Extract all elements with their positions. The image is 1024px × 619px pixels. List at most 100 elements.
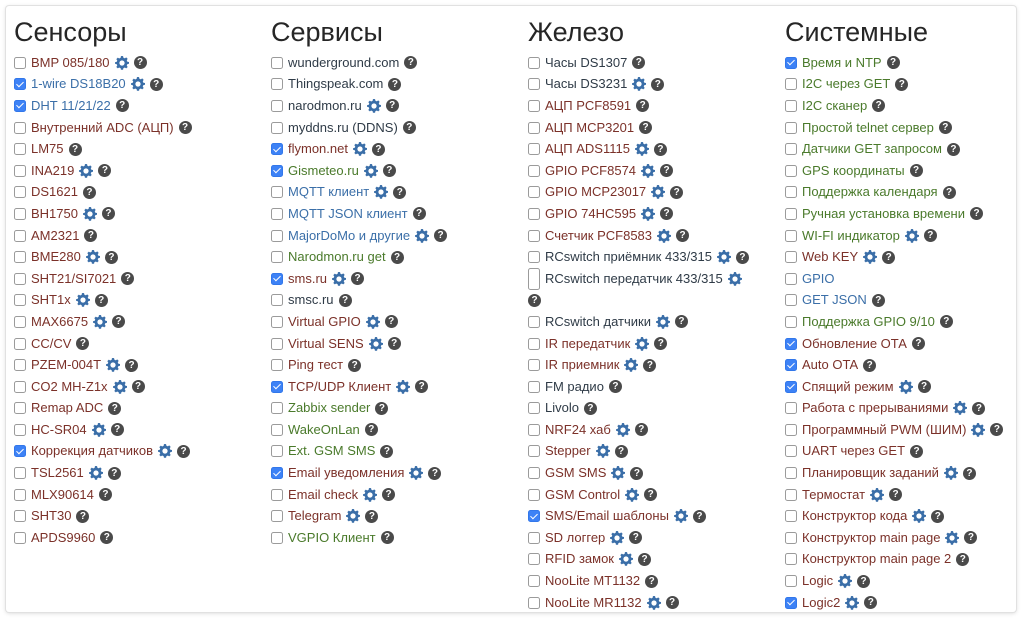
gear-icon[interactable] [615, 422, 630, 437]
checkbox[interactable] [528, 121, 540, 134]
checkbox[interactable] [14, 164, 26, 177]
question-circle-icon[interactable]: ? [100, 531, 114, 545]
module-item[interactable]: Планировщик заданий? [785, 462, 1003, 484]
checkbox[interactable] [14, 531, 26, 544]
gear-icon[interactable] [106, 358, 121, 372]
checkbox[interactable] [528, 143, 540, 156]
checkbox[interactable] [785, 99, 797, 112]
module-item[interactable]: Zabbix sender? [271, 398, 447, 420]
gear-icon[interactable] [112, 379, 127, 394]
module-item[interactable]: I2C сканер? [785, 95, 1003, 117]
module-item[interactable]: Livolo? [528, 398, 755, 420]
checkbox[interactable] [528, 467, 540, 480]
module-label[interactable]: CC/CV [31, 335, 72, 351]
gear-icon[interactable] [91, 422, 106, 437]
gear-icon[interactable] [363, 487, 378, 502]
module-label[interactable]: GPS координаты [802, 162, 905, 178]
module-label[interactable]: GPIO 74HC595 [545, 205, 637, 221]
gear-icon[interactable] [646, 595, 661, 610]
module-item[interactable]: LM75? [14, 138, 192, 160]
module-label[interactable]: Конструктор main page [802, 529, 941, 545]
module-item[interactable]: BH1750? [14, 203, 192, 225]
question-circle-icon[interactable]: ? [634, 423, 648, 437]
module-label[interactable]: Часы DS3231 [545, 76, 628, 92]
gear-icon[interactable] [368, 336, 383, 351]
module-item[interactable]: GPIO [785, 268, 1003, 290]
module-label[interactable]: GSM Control [545, 486, 621, 502]
checkbox[interactable] [14, 510, 26, 523]
module-item[interactable]: Web KEY? [785, 246, 1003, 268]
module-label[interactable]: Программный PWM (ШИМ) [802, 421, 967, 437]
checkbox[interactable] [271, 99, 283, 112]
module-label[interactable]: GPIO PCF8574 [545, 162, 637, 178]
module-label[interactable]: AM2321 [31, 227, 80, 243]
module-item[interactable]: MQTT JSON клиент? [271, 203, 447, 225]
question-circle-icon[interactable]: ? [104, 250, 118, 264]
question-circle-icon[interactable]: ? [107, 466, 121, 480]
question-circle-icon[interactable]: ? [660, 164, 674, 178]
gear-icon[interactable] [93, 314, 108, 329]
checkbox[interactable] [528, 531, 540, 544]
question-circle-icon[interactable]: ? [990, 423, 1004, 437]
module-item[interactable]: Счетчик PCF8583? [528, 225, 755, 247]
gear-icon[interactable] [396, 379, 411, 394]
module-item[interactable]: Датчики GET запросом? [785, 138, 1003, 160]
module-item[interactable]: narodmon.ru? [271, 95, 447, 117]
question-circle-icon[interactable]: ? [638, 552, 651, 566]
question-circle-icon[interactable]: ? [82, 185, 96, 199]
module-item[interactable]: Ping тест? [271, 354, 447, 376]
module-label[interactable]: CO2 MH-Z1x [31, 378, 108, 394]
checkbox[interactable] [785, 467, 797, 480]
module-label[interactable]: SHT21/SI7021 [31, 270, 117, 286]
gear-icon[interactable] [114, 55, 129, 70]
question-circle-icon[interactable]: ? [864, 596, 878, 610]
module-item[interactable]: GPIO 74HC595? [528, 203, 755, 225]
question-circle-icon[interactable]: ? [178, 121, 192, 135]
checkbox-checked[interactable] [14, 99, 26, 112]
module-item[interactable]: RFID замок? [528, 549, 755, 571]
gear-icon[interactable] [912, 509, 927, 524]
checkbox[interactable] [14, 186, 26, 199]
module-item[interactable]: flymon.net? [271, 138, 447, 160]
gear-icon[interactable] [727, 268, 742, 290]
checkbox[interactable] [785, 207, 797, 220]
checkbox-checked[interactable] [271, 164, 283, 177]
question-circle-icon[interactable]: ? [643, 358, 657, 372]
question-circle-icon[interactable]: ? [149, 77, 163, 91]
checkbox-checked[interactable] [14, 78, 26, 91]
module-item[interactable]: Работа с прерываниями? [785, 398, 1003, 420]
checkbox[interactable] [14, 207, 26, 220]
checkbox[interactable] [528, 359, 540, 372]
module-item[interactable]: Время и NTP? [785, 52, 1003, 74]
question-circle-icon[interactable]: ? [871, 293, 885, 307]
module-item[interactable]: BME280? [14, 246, 192, 268]
checkbox[interactable] [271, 337, 283, 350]
gear-icon[interactable] [625, 487, 640, 502]
module-label[interactable]: BMP 085/180 [31, 54, 110, 70]
question-circle-icon[interactable]: ? [76, 509, 90, 523]
question-circle-icon[interactable]: ? [428, 466, 442, 480]
module-item[interactable]: Программный PWM (ШИМ)? [785, 419, 1004, 441]
module-item[interactable]: TSL2561? [14, 462, 192, 484]
checkbox[interactable] [14, 423, 26, 436]
question-circle-icon[interactable]: ? [889, 488, 903, 502]
question-circle-icon[interactable]: ? [665, 596, 679, 610]
module-item[interactable]: АЦП ADS1115? [528, 138, 755, 160]
module-label[interactable]: Gismeteo.ru [288, 162, 359, 178]
question-circle-icon[interactable]: ? [956, 552, 970, 566]
module-label[interactable]: TSL2561 [31, 465, 84, 481]
checkbox[interactable] [785, 251, 797, 264]
checkbox[interactable] [14, 467, 26, 480]
gear-icon[interactable] [863, 250, 878, 264]
checkbox[interactable] [271, 186, 283, 199]
checkbox[interactable] [271, 78, 283, 91]
checkbox-checked[interactable] [785, 596, 797, 609]
module-item[interactable]: SHT1x? [14, 290, 192, 312]
checkbox[interactable] [14, 121, 26, 134]
question-circle-icon[interactable]: ? [402, 121, 416, 135]
checkbox[interactable] [271, 56, 283, 69]
module-label[interactable]: WakeOnLan [288, 421, 360, 437]
module-label[interactable]: RFID замок [545, 551, 614, 567]
module-item[interactable]: DS1621? [14, 182, 192, 204]
question-circle-icon[interactable]: ? [528, 293, 541, 307]
